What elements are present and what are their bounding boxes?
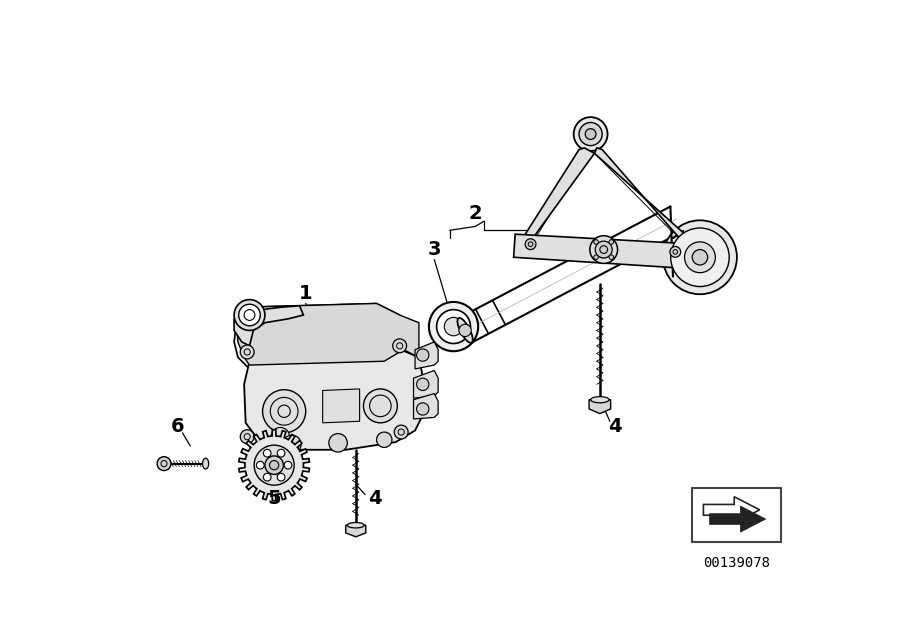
Circle shape — [594, 255, 598, 259]
Circle shape — [595, 241, 612, 258]
Polygon shape — [595, 148, 696, 258]
Circle shape — [573, 117, 608, 151]
Ellipse shape — [347, 523, 365, 528]
Circle shape — [265, 456, 284, 474]
Circle shape — [264, 449, 271, 457]
Polygon shape — [244, 346, 423, 450]
Text: 1: 1 — [299, 284, 312, 303]
Circle shape — [277, 473, 285, 481]
Text: 4: 4 — [608, 417, 622, 436]
Polygon shape — [514, 234, 700, 269]
Text: 5: 5 — [267, 489, 281, 508]
Text: 4: 4 — [368, 489, 382, 508]
Polygon shape — [413, 370, 438, 398]
Circle shape — [392, 339, 407, 353]
Circle shape — [594, 240, 598, 244]
Circle shape — [663, 220, 737, 294]
Circle shape — [436, 310, 471, 343]
Circle shape — [234, 300, 265, 331]
Circle shape — [364, 389, 397, 423]
Circle shape — [417, 403, 429, 415]
Polygon shape — [322, 389, 360, 423]
Circle shape — [238, 304, 260, 326]
Polygon shape — [237, 303, 418, 365]
Bar — [692, 488, 781, 542]
Polygon shape — [238, 430, 310, 501]
Circle shape — [376, 432, 392, 448]
Text: 3: 3 — [428, 240, 441, 259]
Text: 00139078: 00139078 — [703, 556, 770, 570]
Circle shape — [264, 473, 271, 481]
Circle shape — [283, 435, 302, 453]
Polygon shape — [523, 148, 595, 252]
Polygon shape — [413, 394, 438, 419]
Circle shape — [284, 461, 292, 469]
Circle shape — [579, 123, 602, 146]
Circle shape — [417, 378, 429, 391]
Polygon shape — [346, 525, 365, 537]
Circle shape — [590, 236, 617, 263]
Circle shape — [254, 445, 294, 485]
Circle shape — [445, 317, 463, 336]
Text: 6: 6 — [171, 417, 184, 436]
Circle shape — [670, 228, 729, 287]
Polygon shape — [590, 399, 610, 413]
Circle shape — [256, 461, 264, 469]
Circle shape — [459, 324, 472, 336]
Polygon shape — [709, 506, 766, 532]
Circle shape — [394, 425, 408, 439]
Circle shape — [598, 242, 609, 252]
Circle shape — [609, 255, 614, 259]
Ellipse shape — [457, 318, 472, 343]
Circle shape — [158, 457, 171, 471]
Polygon shape — [234, 306, 303, 346]
Circle shape — [692, 249, 707, 265]
Circle shape — [263, 390, 306, 433]
Circle shape — [269, 460, 279, 470]
Circle shape — [271, 427, 290, 446]
Ellipse shape — [590, 397, 609, 403]
Circle shape — [328, 434, 347, 452]
Polygon shape — [234, 303, 403, 369]
Ellipse shape — [202, 459, 209, 469]
Circle shape — [670, 247, 680, 258]
Circle shape — [685, 242, 716, 273]
Polygon shape — [415, 342, 438, 369]
Circle shape — [526, 238, 536, 249]
Circle shape — [240, 430, 254, 444]
Text: 2: 2 — [468, 204, 482, 223]
Circle shape — [240, 345, 254, 359]
Circle shape — [609, 240, 614, 244]
Circle shape — [417, 349, 429, 361]
Circle shape — [585, 128, 596, 139]
Circle shape — [429, 302, 478, 351]
Circle shape — [277, 449, 285, 457]
